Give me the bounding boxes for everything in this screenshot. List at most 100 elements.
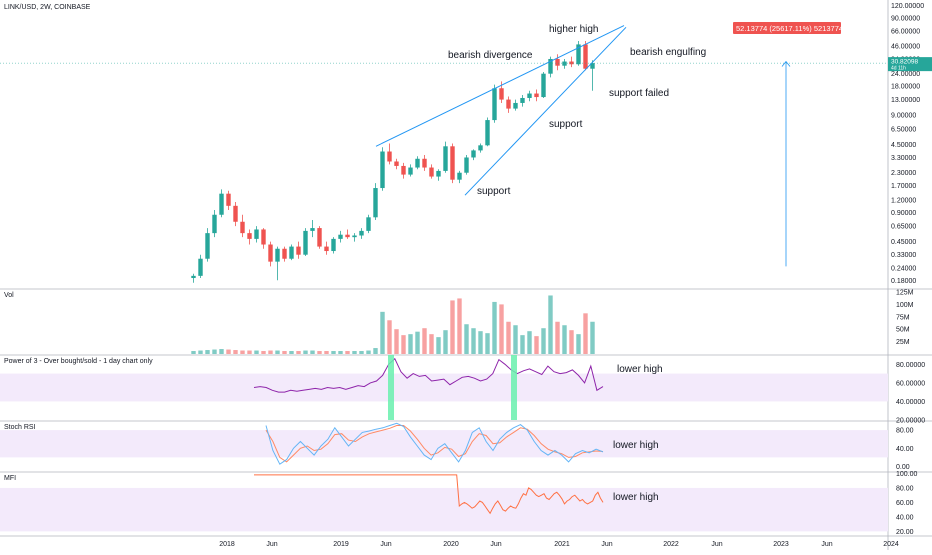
candle-body <box>506 99 511 109</box>
power3-line <box>253 357 604 393</box>
annotation-label: support <box>477 186 511 197</box>
candle-body <box>520 97 525 103</box>
volume-bar <box>492 301 497 354</box>
candle-body <box>576 44 581 65</box>
price-tick-label: 13.00000 <box>891 97 920 104</box>
candle-body <box>583 44 588 69</box>
volume-bar <box>338 351 343 354</box>
price-tick-label: 3.30000 <box>891 155 916 162</box>
volume-bar <box>520 335 525 354</box>
volume-bar <box>247 350 252 354</box>
volume-bar <box>506 321 511 354</box>
candle-body <box>352 235 357 238</box>
volume-bar <box>590 321 595 354</box>
candle-body <box>541 73 546 98</box>
volume-bar <box>310 350 315 354</box>
mfi-tick-label: 60.00 <box>896 500 914 507</box>
last-price-box <box>888 57 932 72</box>
measure-arrow-head <box>781 60 791 67</box>
volume-bar <box>198 350 203 354</box>
candle-body <box>555 58 560 66</box>
overbought-highlight <box>511 355 517 420</box>
volume-bar <box>352 351 357 354</box>
candle-body <box>275 248 280 262</box>
candle-body <box>499 88 504 100</box>
chart-title: LINK/USD, 2W, COINBASE <box>4 4 91 11</box>
volume-bar <box>289 351 294 354</box>
volume-bar <box>450 300 455 354</box>
volume-bar <box>324 351 329 354</box>
candle-body <box>366 217 371 231</box>
annotation-label: bearish divergence <box>448 50 533 61</box>
mfi-tick-label: 80.00 <box>896 485 914 492</box>
volume-bar <box>373 348 378 354</box>
volume-bar <box>191 351 196 354</box>
volume-tick-label: 100M <box>896 302 914 309</box>
mfi-title: MFI <box>4 475 16 482</box>
volume-bar <box>436 337 441 354</box>
volume-bar <box>254 350 259 354</box>
candle-body <box>191 275 196 279</box>
price-tick-label: 9.00000 <box>891 113 916 120</box>
candle-body <box>408 167 413 175</box>
last-price-countdown: 4d 11h <box>891 66 906 72</box>
volume-bar <box>513 325 518 354</box>
volume-bar <box>205 350 210 354</box>
power3-title: Power of 3 - Over bought/sold - 1 day ch… <box>4 358 153 365</box>
measure-label: 52.13774 (25617.11%) 5213774 <box>736 24 843 33</box>
candle-body <box>359 230 364 236</box>
volume-bar <box>219 349 224 354</box>
volume-tick-label: 25M <box>896 339 910 346</box>
x-tick-label: Jun <box>821 541 832 548</box>
annotation-label: higher high <box>549 24 598 35</box>
price-tick-label: 120.00000 <box>891 3 924 10</box>
volume-bar <box>415 331 420 354</box>
x-tick-label: 2023 <box>773 541 789 548</box>
stoch-tick-label: 0.00 <box>896 464 910 471</box>
volume-bar <box>394 329 399 354</box>
volume-tick-label: 75M <box>896 314 910 321</box>
volume-bar <box>401 335 406 354</box>
power3-band <box>0 373 888 402</box>
candle-body <box>226 193 231 206</box>
candle-body <box>310 228 315 231</box>
mfi-annotation: lower high <box>613 492 659 503</box>
price-tick-label: 4.50000 <box>891 142 916 149</box>
candle-body <box>247 233 252 239</box>
power3-tick-label: 80.00000 <box>896 362 925 369</box>
stoch-title: Stoch RSI <box>4 424 36 431</box>
mfi-tick-label: 100.00 <box>896 471 918 478</box>
volume-bar <box>345 351 350 354</box>
candle-body <box>380 151 385 189</box>
mfi-tick-label: 20.00 <box>896 529 914 536</box>
annotation-label: support failed <box>609 88 669 99</box>
candle-body <box>485 120 490 146</box>
price-tick-label: 0.18000 <box>891 278 916 285</box>
x-tick-label: Jun <box>601 541 612 548</box>
volume-bar <box>555 321 560 354</box>
stoch-k-line <box>265 422 604 465</box>
price-tick-label: 0.33000 <box>891 252 916 259</box>
candle-body <box>282 248 287 259</box>
volume-tick-label: 50M <box>896 327 910 334</box>
volume-bar <box>282 351 287 354</box>
price-tick-label: 1.70000 <box>891 183 916 190</box>
power3-annotation: lower high <box>617 364 663 375</box>
candle-body <box>254 229 259 239</box>
volume-bar <box>240 350 245 354</box>
candle-body <box>590 63 595 69</box>
stoch-annotation: lower high <box>613 440 659 451</box>
candle-body <box>289 246 294 259</box>
candle-body <box>303 230 308 255</box>
candle-body <box>345 234 350 238</box>
candle-body <box>212 214 217 234</box>
volume-bar <box>422 328 427 354</box>
mfi-band <box>0 487 888 532</box>
candle-body <box>233 205 238 222</box>
volume-bar <box>296 351 301 354</box>
volume-bar <box>443 330 448 354</box>
mfi-line <box>254 474 604 515</box>
volume-bar <box>576 334 581 354</box>
volume-bar <box>541 328 546 354</box>
